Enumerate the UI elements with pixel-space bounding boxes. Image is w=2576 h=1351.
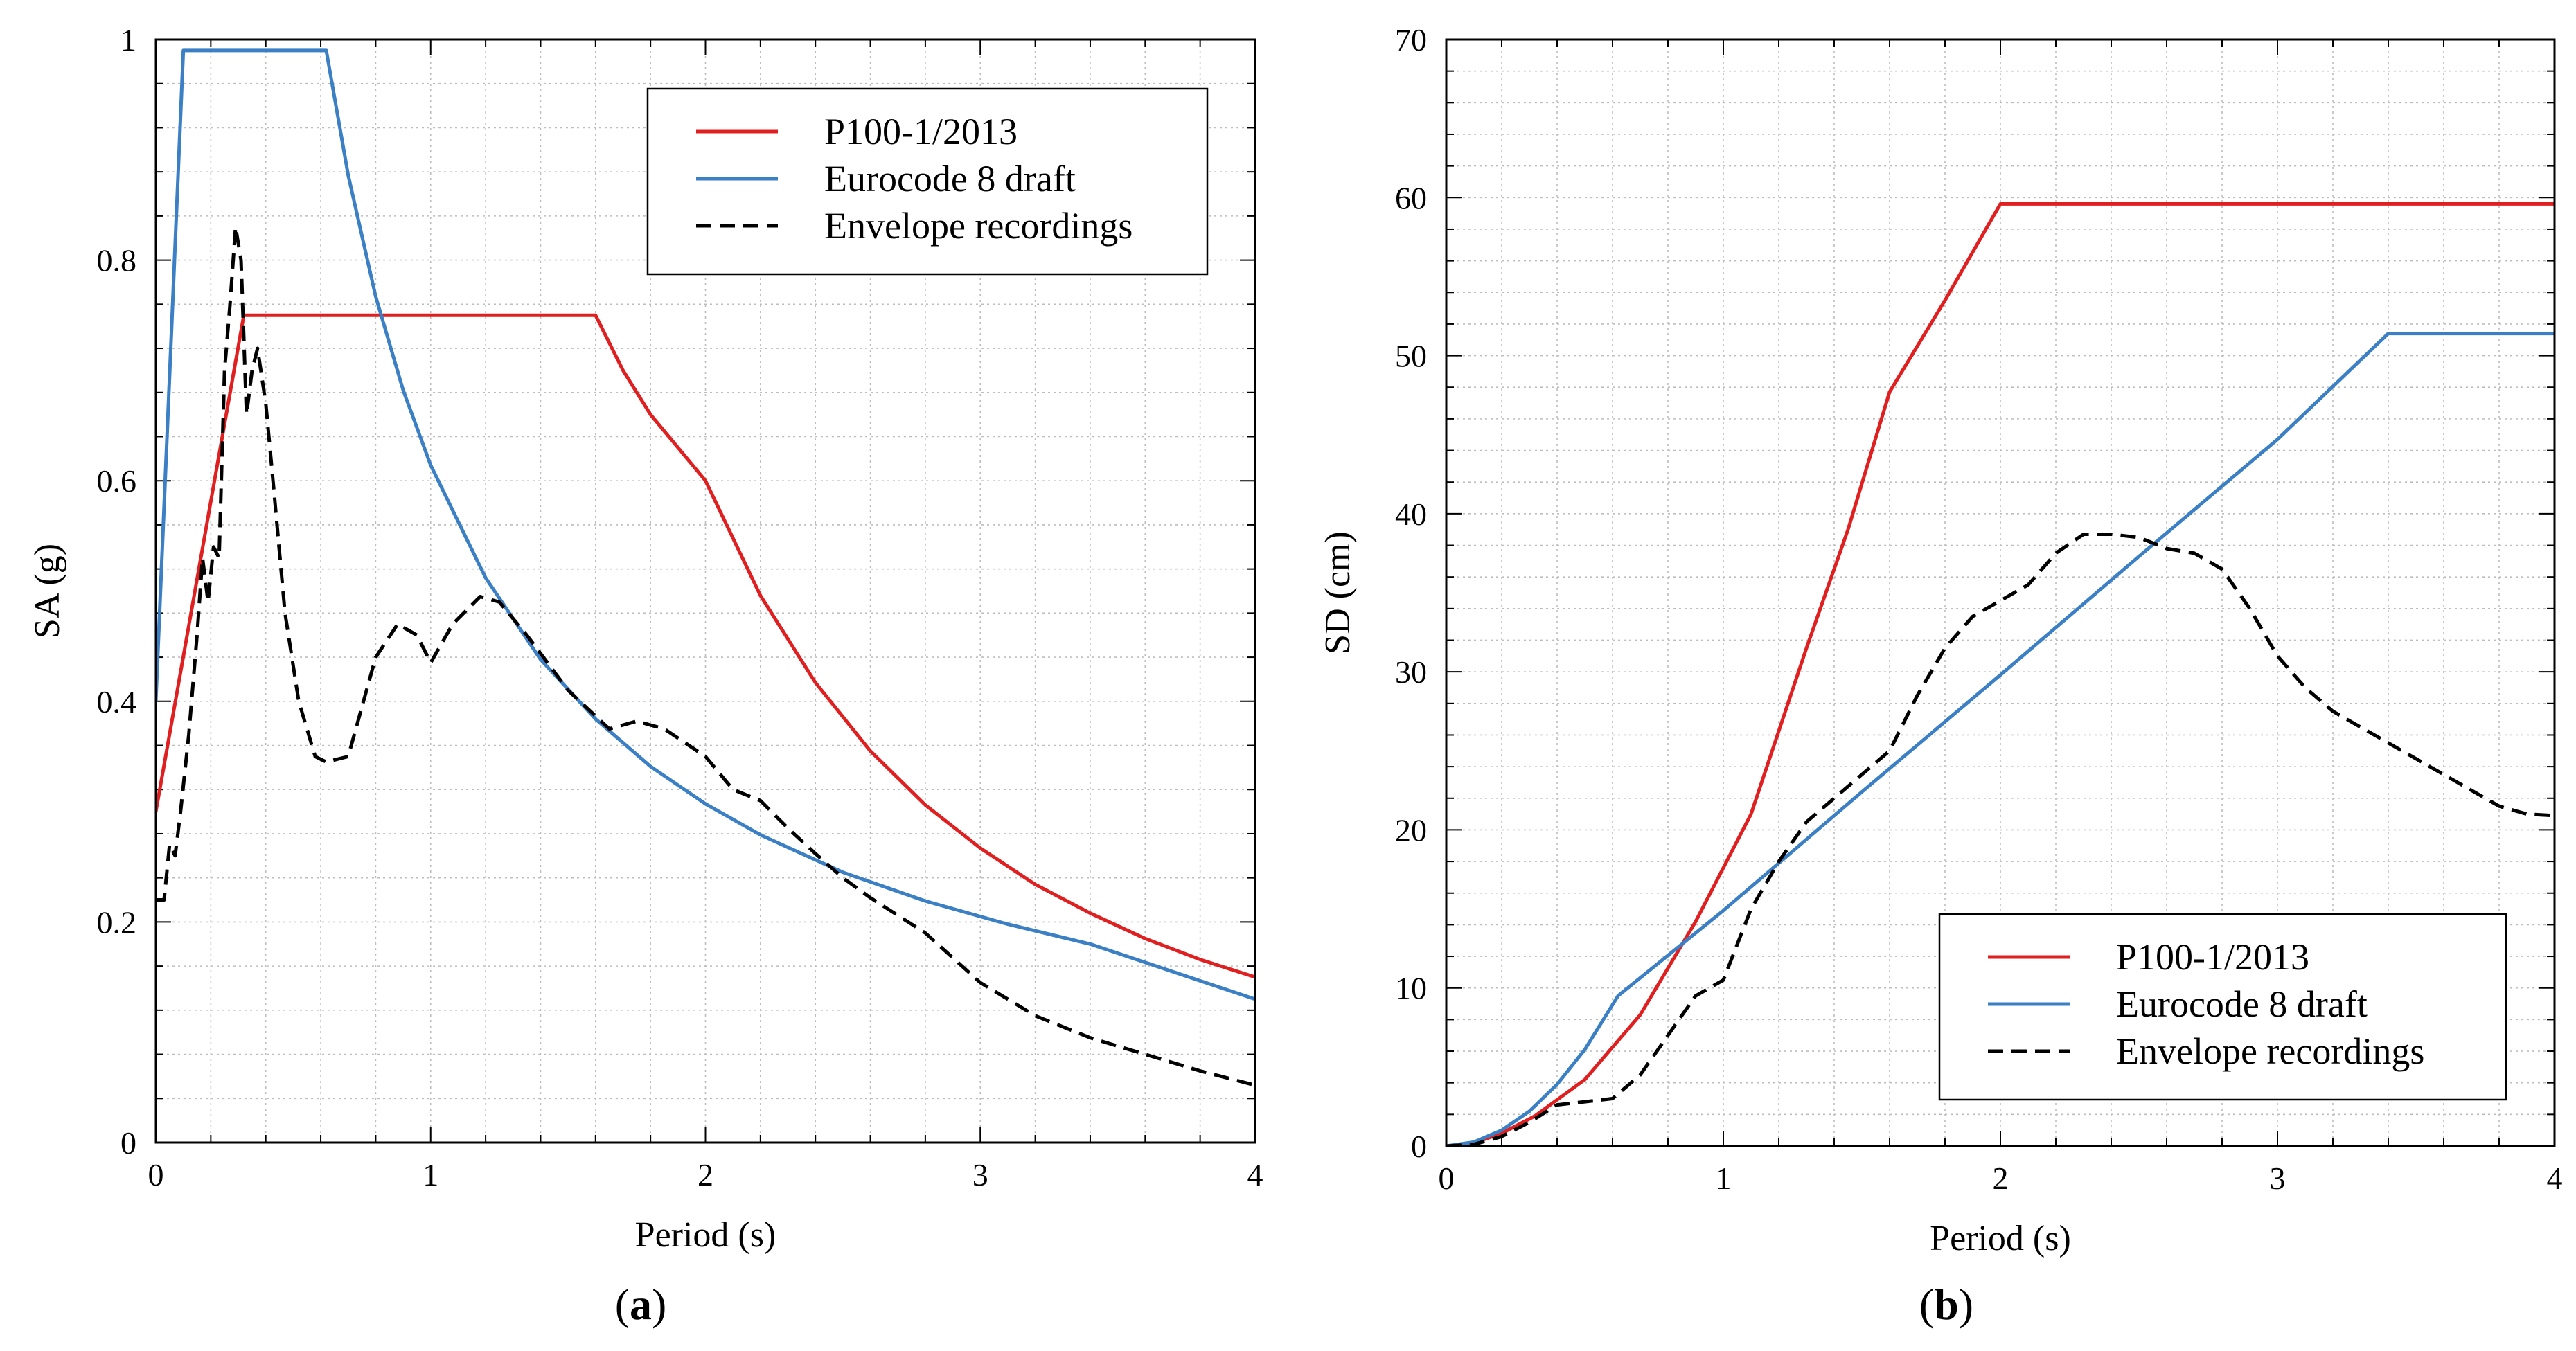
- y-tick-label: 70: [1395, 22, 1427, 57]
- legend-label: Eurocode 8 draft: [824, 158, 1076, 199]
- y-tick-label: 0.2: [97, 904, 137, 940]
- legend-label: P100-1/2013: [2116, 936, 2309, 978]
- x-axis-label: Period (s): [1930, 1219, 2071, 1258]
- x-tick-label: 2: [1993, 1161, 2009, 1196]
- series-group: [156, 48, 1255, 1087]
- legend-label: P100-1/2013: [824, 111, 1018, 152]
- legend: P100-1/2013 Eurocode 8 draft Envelope reco…: [1938, 913, 2507, 1101]
- y-tick-label: 60: [1395, 180, 1427, 215]
- y-tick-label: 0.6: [97, 463, 137, 499]
- x-tick-label: 0: [1439, 1161, 1455, 1196]
- panel-label: (b): [1919, 1280, 1973, 1329]
- x-tick-label: 1: [1716, 1161, 1732, 1196]
- series-line-eurocode-8-draft: [156, 48, 1255, 1001]
- series-group: [1446, 202, 2555, 1146]
- legend-label: Eurocode 8 draft: [2116, 983, 2368, 1025]
- x-tick-label: 2: [698, 1157, 713, 1192]
- chart-a: 0 1 2 3 4 0 0.2 0.4 0.6 0.8 1 Period (s) SA (g) P100-…: [28, 22, 1263, 1329]
- y-tick-label: 40: [1395, 496, 1427, 532]
- series-line-envelope-recordings: [156, 225, 1255, 1087]
- plot-frame: [1445, 38, 2556, 1147]
- x-axis-label: Period (s): [635, 1215, 776, 1255]
- legend-label: Envelope recordings: [824, 205, 1132, 247]
- series-line-eurocode-8-draft: [1446, 332, 2555, 1146]
- x-tick-label: 1: [423, 1157, 438, 1192]
- legend-box: [1938, 913, 2507, 1101]
- legend-label: Envelope recordings: [2116, 1030, 2424, 1072]
- plot-frame: [154, 38, 1256, 1144]
- x-tick-label: 4: [1247, 1157, 1263, 1192]
- panel-label: (a): [615, 1280, 667, 1329]
- y-tick-label: 10: [1395, 971, 1427, 1006]
- axis-ticks: [1446, 39, 2555, 1147]
- series-line-envelope-recordings: [1446, 533, 2555, 1146]
- y-tick-label: 0: [121, 1125, 136, 1161]
- y-tick-label: 50: [1395, 339, 1427, 374]
- y-axis-label: SA (g): [28, 544, 67, 638]
- y-tick-label: 30: [1395, 654, 1427, 690]
- grid: [156, 39, 1255, 1143]
- legend-box: [646, 87, 1209, 276]
- y-tick-label: 0: [1411, 1129, 1427, 1164]
- y-tick-label: 0.8: [97, 243, 137, 278]
- y-tick-label: 20: [1395, 812, 1427, 848]
- x-tick-label: 0: [148, 1157, 164, 1192]
- series-line-p100-1-2013: [156, 313, 1255, 979]
- x-tick-label: 4: [2547, 1161, 2563, 1196]
- y-tick-label: 1: [121, 22, 136, 57]
- y-tick-label: 0.4: [97, 684, 137, 719]
- y-axis-label: SD (cm): [1318, 531, 1358, 654]
- x-tick-label: 3: [972, 1157, 988, 1192]
- x-tick-label: 3: [2270, 1161, 2286, 1196]
- legend: P100-1/2013 Eurocode 8 draft Envelope reco…: [646, 87, 1209, 276]
- series-line-p100-1-2013: [1446, 202, 2555, 1146]
